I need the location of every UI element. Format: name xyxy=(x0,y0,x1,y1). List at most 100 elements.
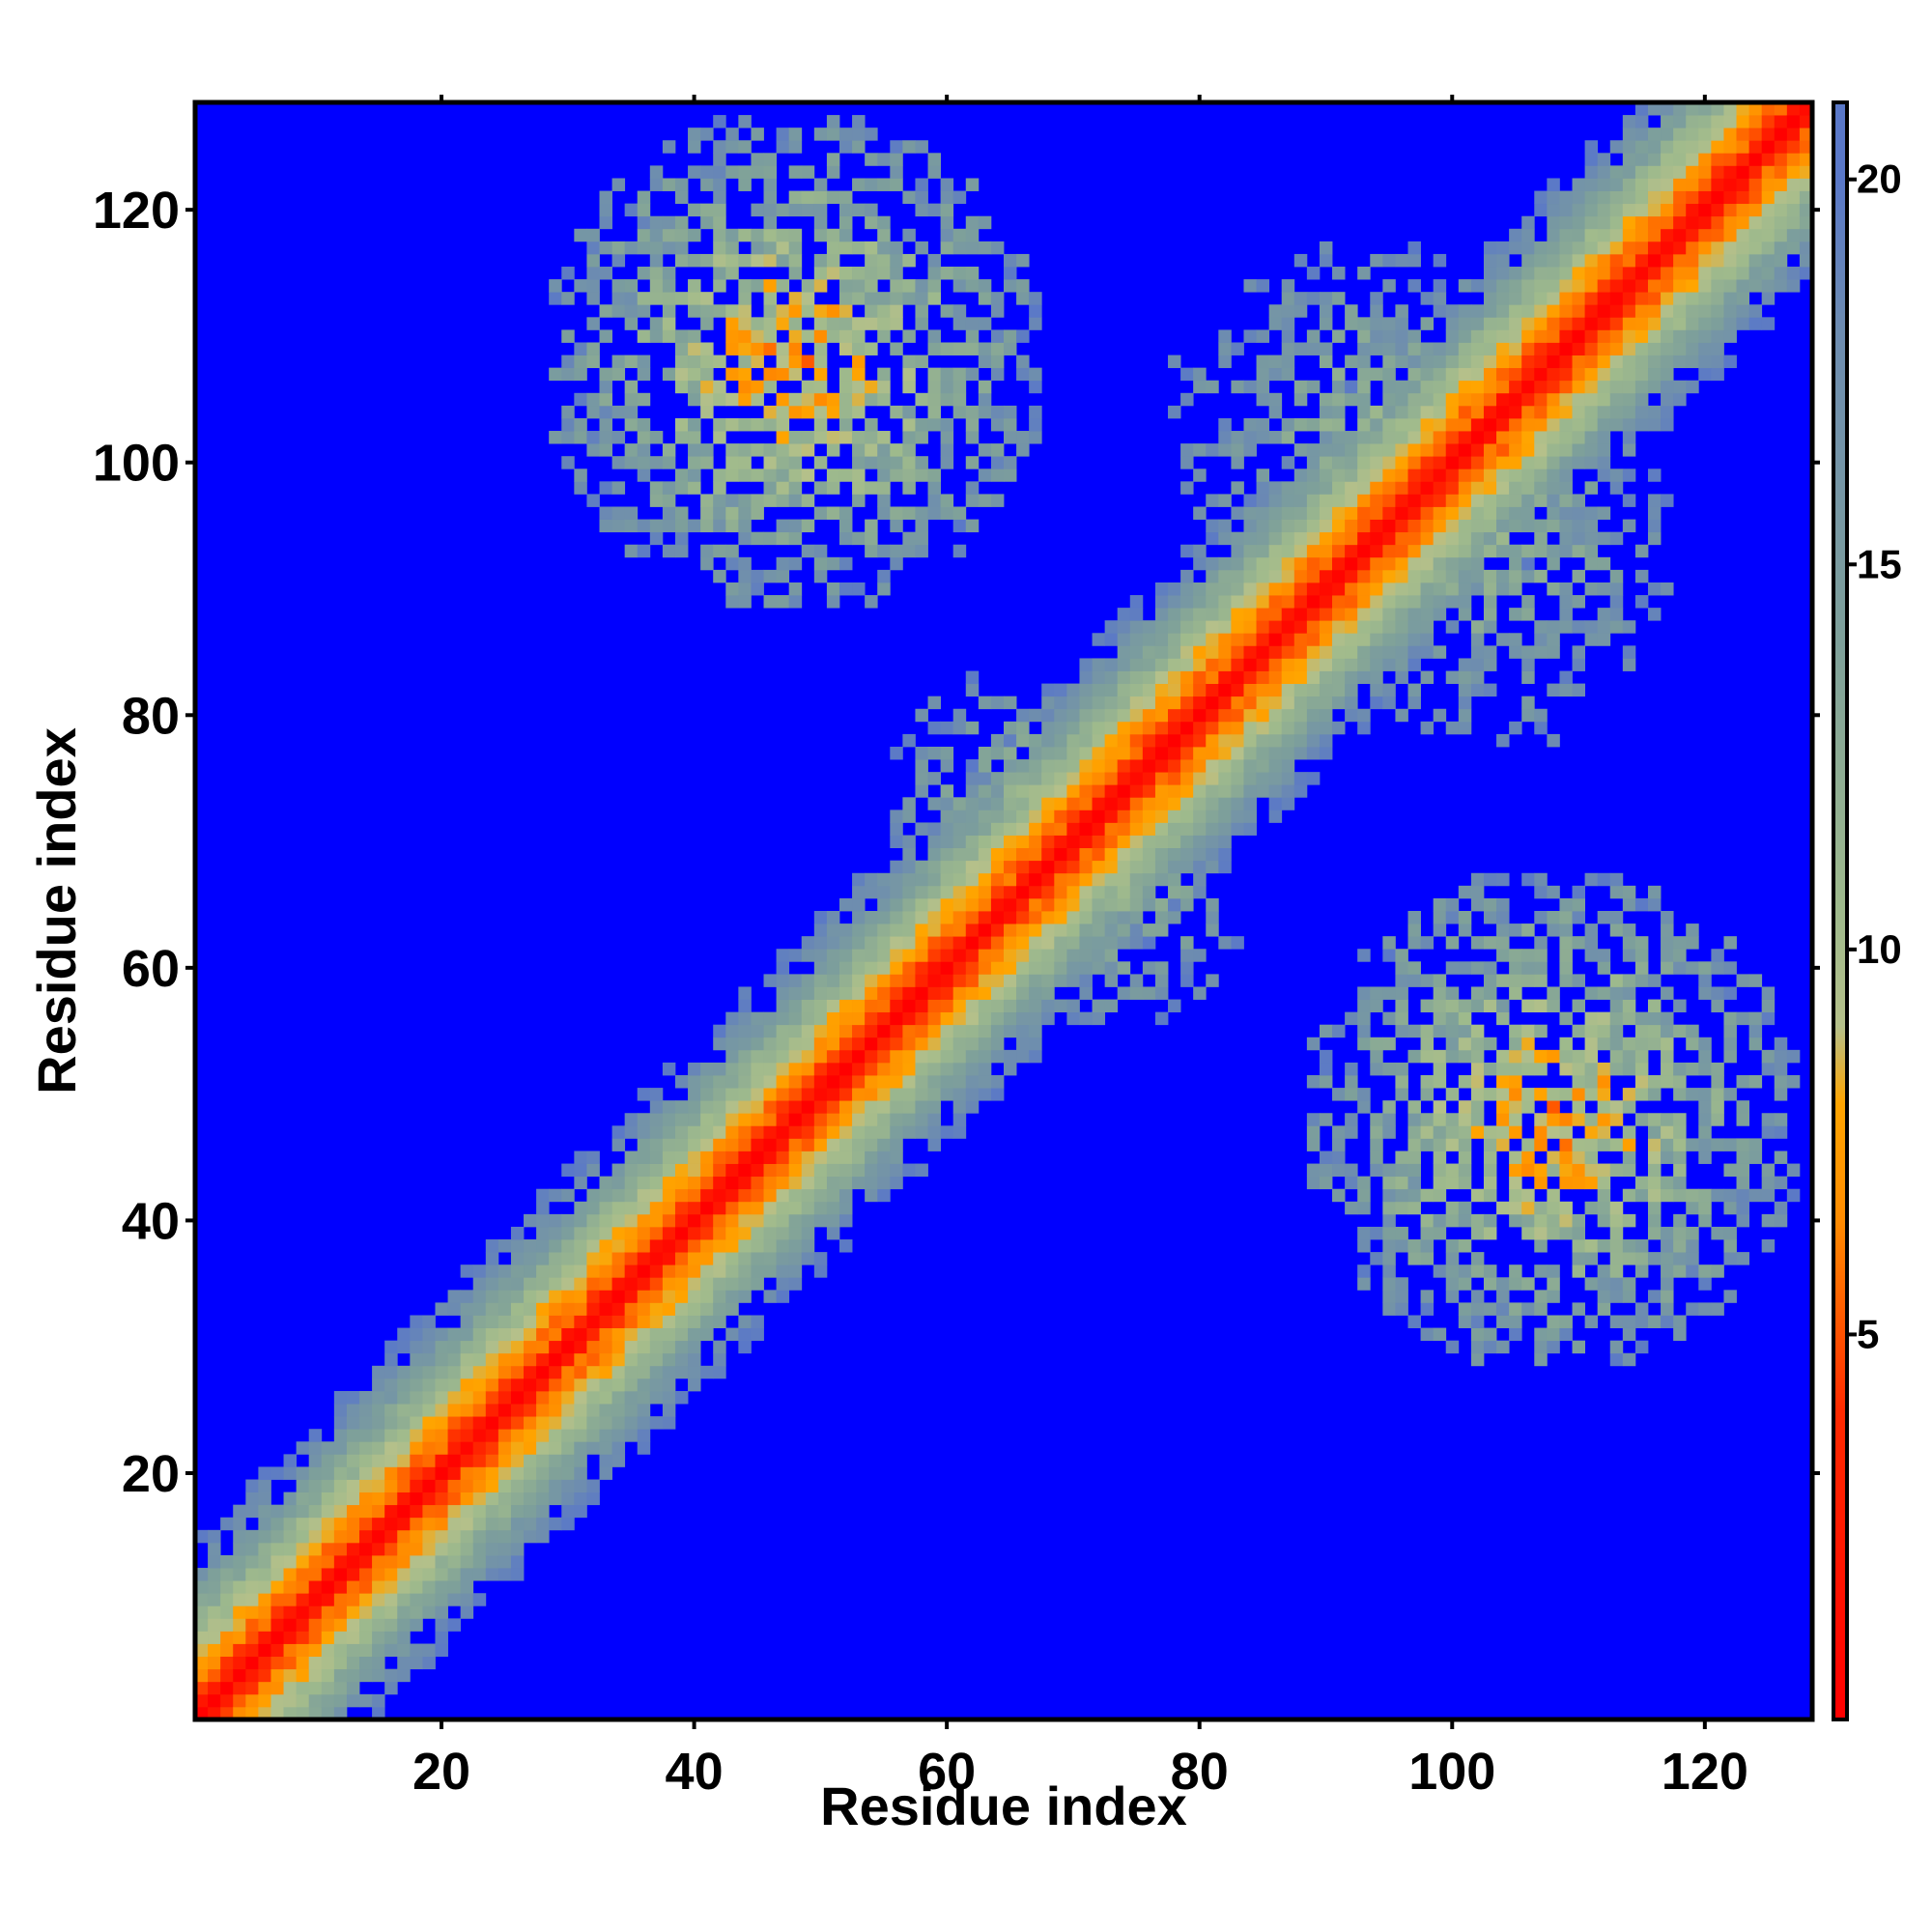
heatmap-cell xyxy=(1622,1062,1636,1076)
heatmap-cell xyxy=(763,1088,777,1101)
heatmap-cell xyxy=(397,1327,411,1342)
heatmap-cell xyxy=(1345,380,1358,394)
heatmap-cell xyxy=(1661,923,1674,937)
heatmap-cell xyxy=(1357,317,1371,330)
heatmap-cell xyxy=(1256,506,1270,520)
heatmap-cell xyxy=(952,342,967,355)
heatmap-cell xyxy=(1723,1138,1737,1151)
heatmap-cell xyxy=(1483,431,1497,444)
heatmap-cell xyxy=(549,292,562,305)
heatmap-cell xyxy=(1647,1113,1662,1126)
heatmap-cell xyxy=(195,1618,209,1632)
heatmap-cell xyxy=(1470,506,1485,520)
heatmap-cell xyxy=(990,329,1005,343)
heatmap-cell xyxy=(1483,329,1497,343)
heatmap-cell xyxy=(1597,304,1611,318)
heatmap-cell xyxy=(447,1352,462,1367)
heatmap-cell xyxy=(485,1517,499,1531)
heatmap-cell xyxy=(422,1315,436,1328)
heatmap-cell xyxy=(1458,1011,1472,1026)
heatmap-cell xyxy=(915,1024,928,1038)
heatmap-cell xyxy=(599,1201,612,1215)
heatmap-cell xyxy=(788,481,803,495)
heatmap-cell xyxy=(1723,329,1737,343)
heatmap-cell xyxy=(422,1454,436,1467)
heatmap-cell xyxy=(1597,1037,1611,1051)
heatmap-cell xyxy=(1041,999,1055,1013)
heatmap-cell xyxy=(1458,923,1472,937)
heatmap-cell xyxy=(713,267,726,280)
heatmap-cell xyxy=(1622,392,1636,407)
heatmap-cell xyxy=(725,1113,739,1126)
heatmap-cell xyxy=(1661,253,1674,268)
heatmap-cell xyxy=(1572,494,1585,507)
heatmap-cell xyxy=(1092,822,1106,836)
heatmap-cell xyxy=(1673,1138,1687,1151)
heatmap-cell xyxy=(940,417,954,432)
heatmap-cell xyxy=(915,1088,928,1101)
heatmap-cell xyxy=(422,1340,436,1354)
heatmap-cell xyxy=(738,1100,752,1114)
heatmap-cell xyxy=(1357,949,1371,962)
heatmap-cell xyxy=(700,1176,714,1190)
heatmap-cell xyxy=(447,1554,462,1569)
heatmap-cell xyxy=(296,1618,310,1632)
heatmap-cell xyxy=(725,1252,739,1265)
heatmap-cell xyxy=(788,1011,803,1026)
heatmap-cell xyxy=(561,1239,575,1253)
heatmap-cell xyxy=(1433,708,1447,723)
heatmap-cell xyxy=(435,1365,448,1379)
heatmap-cell xyxy=(688,1365,701,1379)
heatmap-cell xyxy=(1534,1088,1548,1101)
heatmap-cell xyxy=(1293,506,1308,520)
heatmap-cell xyxy=(1268,556,1283,571)
heatmap-cell xyxy=(1547,228,1560,242)
heatmap-cell xyxy=(1509,1075,1522,1089)
heatmap-cell xyxy=(688,342,701,355)
heatmap-cell xyxy=(763,531,777,546)
heatmap-cell xyxy=(978,923,992,937)
heatmap-cell xyxy=(574,1163,587,1178)
heatmap-cell xyxy=(1004,835,1017,849)
heatmap-cell xyxy=(1572,936,1585,950)
heatmap-cell xyxy=(1634,203,1649,217)
heatmap-cell xyxy=(1673,1315,1687,1328)
heatmap-cell xyxy=(852,140,866,154)
heatmap-cell xyxy=(510,1479,525,1492)
heatmap-cell xyxy=(978,215,992,230)
heatmap-cell xyxy=(1117,897,1131,912)
heatmap-cell xyxy=(776,595,790,609)
heatmap-cell xyxy=(776,1151,790,1164)
heatmap-cell xyxy=(1206,847,1219,862)
heatmap-cell xyxy=(1420,670,1435,684)
heatmap-cell xyxy=(1395,417,1408,432)
heatmap-cell xyxy=(1711,203,1724,217)
heatmap-cell xyxy=(1509,494,1522,507)
heatmap-cell xyxy=(713,481,726,495)
heatmap-cell xyxy=(1584,405,1599,419)
heatmap-cell xyxy=(838,582,853,596)
heatmap-cell xyxy=(1661,1277,1674,1291)
heatmap-cell xyxy=(1306,746,1321,760)
heatmap-cell xyxy=(852,986,866,1000)
heatmap-cell xyxy=(1357,633,1371,646)
heatmap-cell xyxy=(688,1213,701,1228)
heatmap-cell xyxy=(915,936,928,950)
heatmap-cell xyxy=(1559,531,1573,546)
heatmap-cell xyxy=(838,317,853,330)
heatmap-cell xyxy=(1736,267,1750,280)
heatmap-cell xyxy=(688,380,701,394)
heatmap-cell xyxy=(852,872,866,887)
heatmap-cell xyxy=(1445,569,1460,583)
heatmap-cell xyxy=(738,1201,752,1215)
heatmap-cell xyxy=(1661,115,1674,128)
heatmap-cell xyxy=(1357,1239,1371,1253)
heatmap-cell xyxy=(1218,847,1232,862)
heatmap-cell xyxy=(1370,696,1383,710)
heatmap-cell xyxy=(1370,417,1383,432)
heatmap-cell xyxy=(1559,1088,1573,1101)
heatmap-cell xyxy=(637,292,651,305)
heatmap-cell xyxy=(1319,696,1333,710)
heatmap-cell xyxy=(549,1404,562,1417)
heatmap-cell xyxy=(1761,999,1776,1013)
